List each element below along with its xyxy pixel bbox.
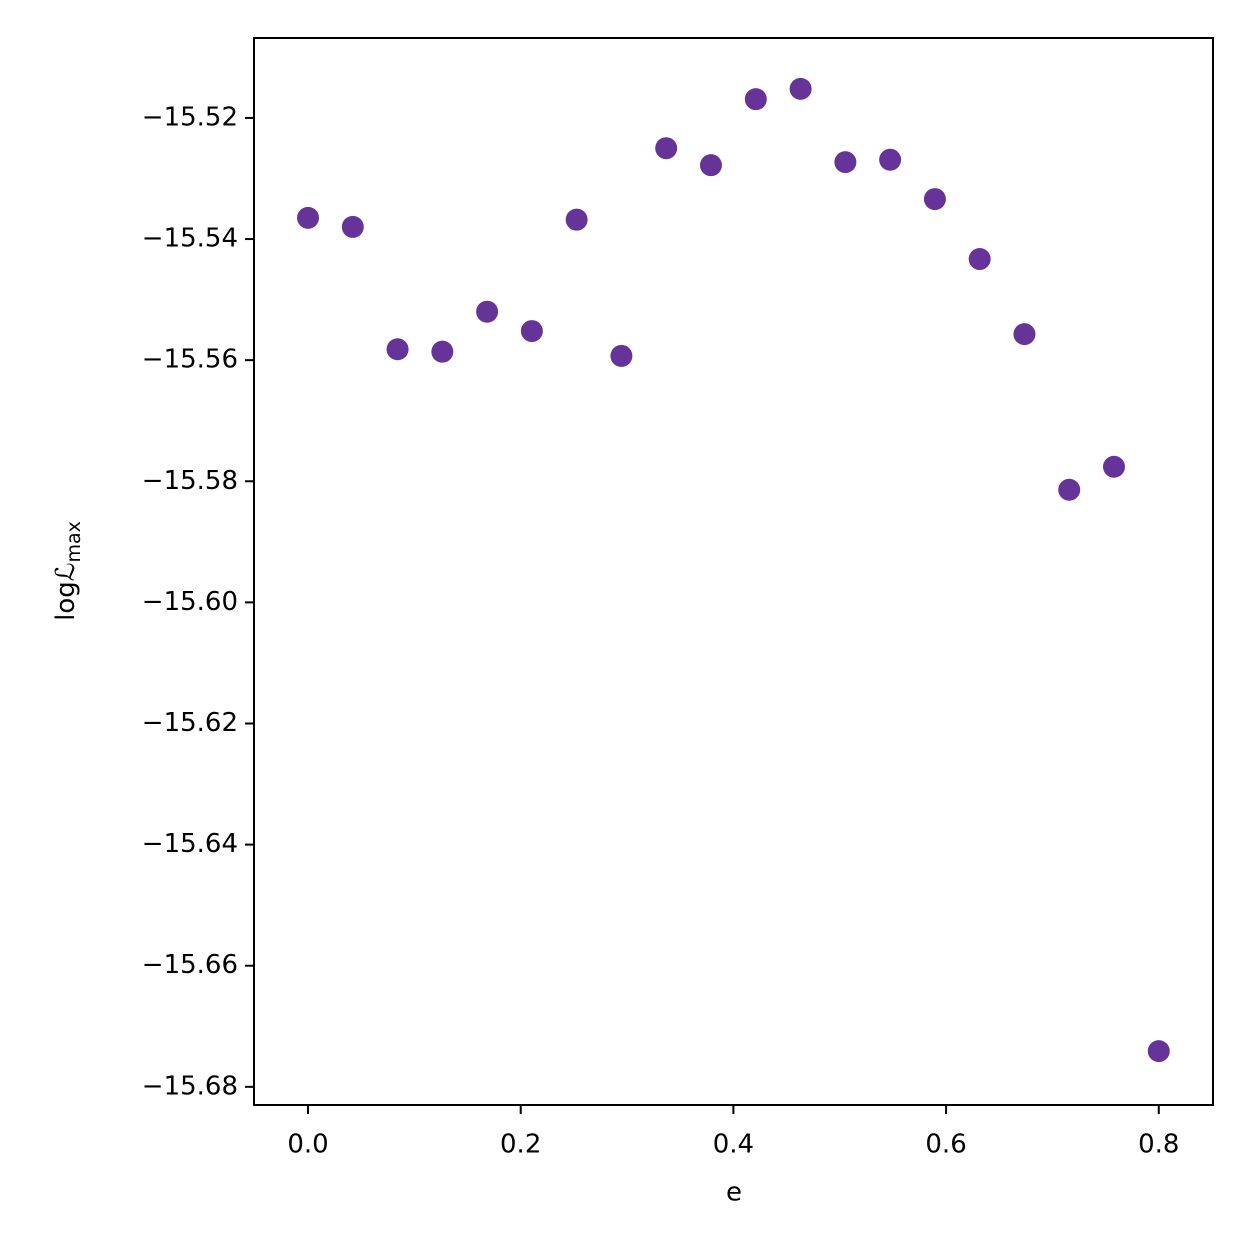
x-tick-label: 0.2 (500, 1130, 541, 1160)
y-tick-label: −15.60 (142, 587, 238, 617)
data-point (386, 338, 409, 361)
data-point (341, 215, 364, 238)
y-axis-label: logℒmax (51, 521, 85, 621)
data-point (297, 206, 320, 229)
y-tick-label: −15.62 (142, 708, 238, 738)
y-tick-label: −15.52 (142, 102, 238, 132)
data-point (431, 340, 454, 363)
data-point (1147, 1040, 1170, 1063)
x-tick-label: 0.6 (925, 1130, 966, 1160)
data-point (834, 151, 857, 174)
data-point (1013, 323, 1036, 346)
x-tick-label: 0.4 (713, 1130, 754, 1160)
data-point (1058, 478, 1081, 501)
x-axis-label: e (726, 1178, 742, 1208)
y-tick-label: −15.54 (142, 224, 238, 254)
x-tick-label: 0.0 (287, 1130, 328, 1160)
y-tick-label: −15.56 (142, 345, 238, 375)
plot-frame (253, 37, 1214, 1106)
x-tick-label: 0.8 (1138, 1130, 1179, 1160)
data-point (699, 154, 722, 177)
data-point (744, 88, 767, 111)
y-tick-label: −15.66 (142, 950, 238, 980)
data-point (1102, 455, 1125, 478)
y-axis-label-main: logℒ (51, 563, 81, 621)
data-point (520, 320, 543, 343)
y-axis-label-sub: max (63, 521, 85, 562)
data-point (789, 77, 812, 100)
y-tick-label: −15.58 (142, 466, 238, 496)
y-tick-label: −15.64 (142, 829, 238, 859)
data-point (565, 208, 588, 231)
data-point (968, 248, 991, 271)
data-point (923, 188, 946, 211)
data-point (879, 148, 902, 171)
data-point (610, 344, 633, 367)
data-point (476, 300, 499, 323)
y-tick-label: −15.68 (142, 1071, 238, 1101)
data-point (655, 137, 678, 160)
